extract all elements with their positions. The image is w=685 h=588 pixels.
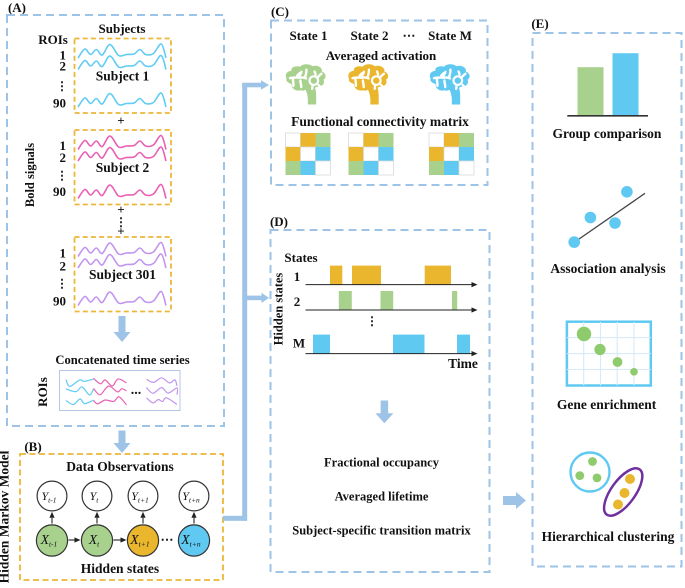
svg-text:Hidden states: Hidden states xyxy=(272,273,286,346)
svg-text:Subject 301: Subject 301 xyxy=(89,267,156,282)
svg-text:(C): (C) xyxy=(271,4,289,19)
svg-text:⋮: ⋮ xyxy=(366,314,378,328)
svg-text:1: 1 xyxy=(60,138,67,153)
svg-text:⋯: ⋯ xyxy=(403,28,416,43)
svg-text:State M: State M xyxy=(428,28,472,43)
svg-text:90: 90 xyxy=(53,96,66,111)
svg-text:Time: Time xyxy=(448,356,478,371)
svg-text:Fractional occupancy: Fractional occupancy xyxy=(324,456,440,470)
svg-text:Subject 1: Subject 1 xyxy=(96,69,150,84)
svg-text:M: M xyxy=(293,336,305,351)
svg-text:1: 1 xyxy=(60,48,67,63)
svg-text:+: + xyxy=(117,202,124,217)
svg-text:States: States xyxy=(284,250,317,265)
svg-text:State 2: State 2 xyxy=(351,28,389,43)
svg-text:Concatenated time series: Concatenated time series xyxy=(55,353,189,367)
svg-text:Subjects: Subjects xyxy=(99,21,146,36)
svg-text:90: 90 xyxy=(53,294,66,309)
svg-text:2: 2 xyxy=(60,259,67,274)
svg-text:Hierarchical clustering: Hierarchical clustering xyxy=(542,529,675,544)
svg-text:⋯: ⋯ xyxy=(161,532,174,547)
svg-text:ROIs: ROIs xyxy=(38,32,68,47)
svg-text:ROIs: ROIs xyxy=(35,377,50,407)
svg-text:Averaged activation: Averaged activation xyxy=(326,48,437,63)
svg-text:(E): (E) xyxy=(531,16,548,31)
svg-text:1: 1 xyxy=(60,246,67,261)
svg-text:Group comparison: Group comparison xyxy=(553,126,662,141)
svg-text:(A): (A) xyxy=(8,0,26,15)
svg-text:(D): (D) xyxy=(270,214,288,229)
svg-text:Xt: Xt xyxy=(88,532,100,549)
svg-text:Averaged lifetime: Averaged lifetime xyxy=(335,490,429,504)
svg-text:Gene enrichment: Gene enrichment xyxy=(557,397,657,412)
svg-text:2: 2 xyxy=(294,294,301,309)
svg-text:Bold signals: Bold signals xyxy=(23,143,37,207)
svg-text:(B): (B) xyxy=(24,439,41,454)
svg-text:⋮: ⋮ xyxy=(56,277,68,291)
svg-text:Hidden states: Hidden states xyxy=(81,561,159,576)
svg-text:2: 2 xyxy=(60,150,67,165)
svg-text:2: 2 xyxy=(60,59,67,74)
svg-text:+: + xyxy=(117,113,124,128)
svg-text:Association analysis: Association analysis xyxy=(550,261,665,276)
svg-text:Subject 2: Subject 2 xyxy=(96,160,150,175)
svg-text:⋮: ⋮ xyxy=(56,79,68,93)
svg-text:...: ... xyxy=(131,383,142,398)
svg-text:90: 90 xyxy=(53,184,66,199)
svg-text:Hidden Markov Model: Hidden Markov Model xyxy=(0,450,12,583)
svg-text:Subject-specific transition ma: Subject-specific transition matrix xyxy=(292,524,471,538)
svg-text:+: + xyxy=(117,224,124,239)
svg-text:⋮: ⋮ xyxy=(56,169,68,183)
svg-text:Yt: Yt xyxy=(90,489,100,505)
svg-text:⋮: ⋮ xyxy=(115,215,127,229)
svg-text:Functional connectivity matrix: Functional connectivity matrix xyxy=(291,114,469,129)
svg-text:Data Observations: Data Observations xyxy=(66,459,174,474)
svg-text:State 1: State 1 xyxy=(290,28,328,43)
svg-text:1: 1 xyxy=(294,269,301,284)
